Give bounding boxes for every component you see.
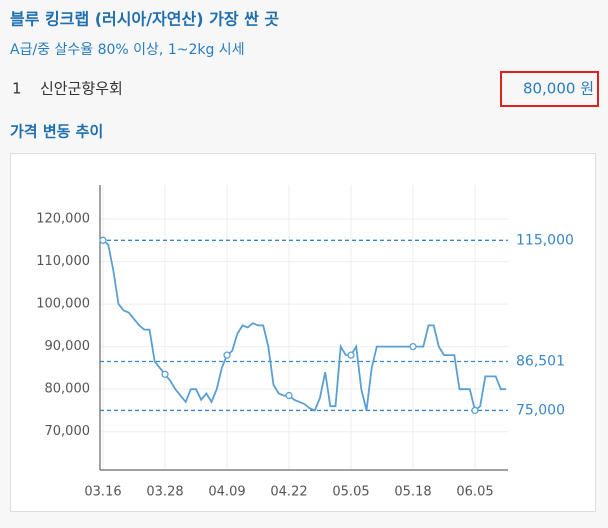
rank: 1: [12, 80, 22, 98]
highlight-box: [500, 71, 599, 107]
x-tick-label: 03.16: [84, 485, 121, 500]
point-marker: [99, 236, 107, 244]
y-tick-label: 120,000: [36, 212, 90, 227]
point-marker: [347, 351, 355, 359]
reference-label: 86,501: [516, 354, 565, 370]
y-tick-label: 100,000: [36, 297, 90, 312]
point-marker: [409, 342, 417, 351]
x-tick-label: 03.28: [146, 485, 183, 500]
x-tick-label: 05.05: [332, 485, 369, 500]
y-tick-label: 110,000: [36, 254, 90, 269]
point-marker: [471, 406, 479, 415]
y-tick-label: 90,000: [45, 339, 91, 354]
shop-name[interactable]: 신안군향우회: [40, 80, 123, 98]
x-tick-label: 04.22: [270, 485, 307, 500]
price: 80,000 원: [523, 80, 594, 98]
point-marker: [285, 391, 293, 400]
reference-label: 75,000: [516, 402, 565, 418]
point-marker: [161, 370, 169, 378]
title: 블루 킹크랩 (러시아/자연산) 가장 싼 곳: [10, 10, 279, 29]
price-line: [102, 239, 506, 412]
x-tick-label: 04.09: [208, 485, 245, 500]
reference-label: 115,000: [516, 232, 574, 248]
y-tick-label: 70,000: [45, 424, 91, 439]
section-title: 가격 변동 추이: [10, 123, 103, 141]
point-marker: [223, 351, 231, 359]
x-tick-label: 06.05: [456, 485, 493, 500]
x-tick-label: 05.18: [394, 485, 431, 500]
subtitle: A급/중 살수율 80% 이상, 1~2kg 시세: [10, 42, 245, 58]
chart-box: [10, 153, 596, 512]
plot: 70,000 80,000 90,000 100,000 110,000 120,000 0…: [36, 185, 574, 500]
y-tick-label: 80,000: [45, 382, 91, 397]
